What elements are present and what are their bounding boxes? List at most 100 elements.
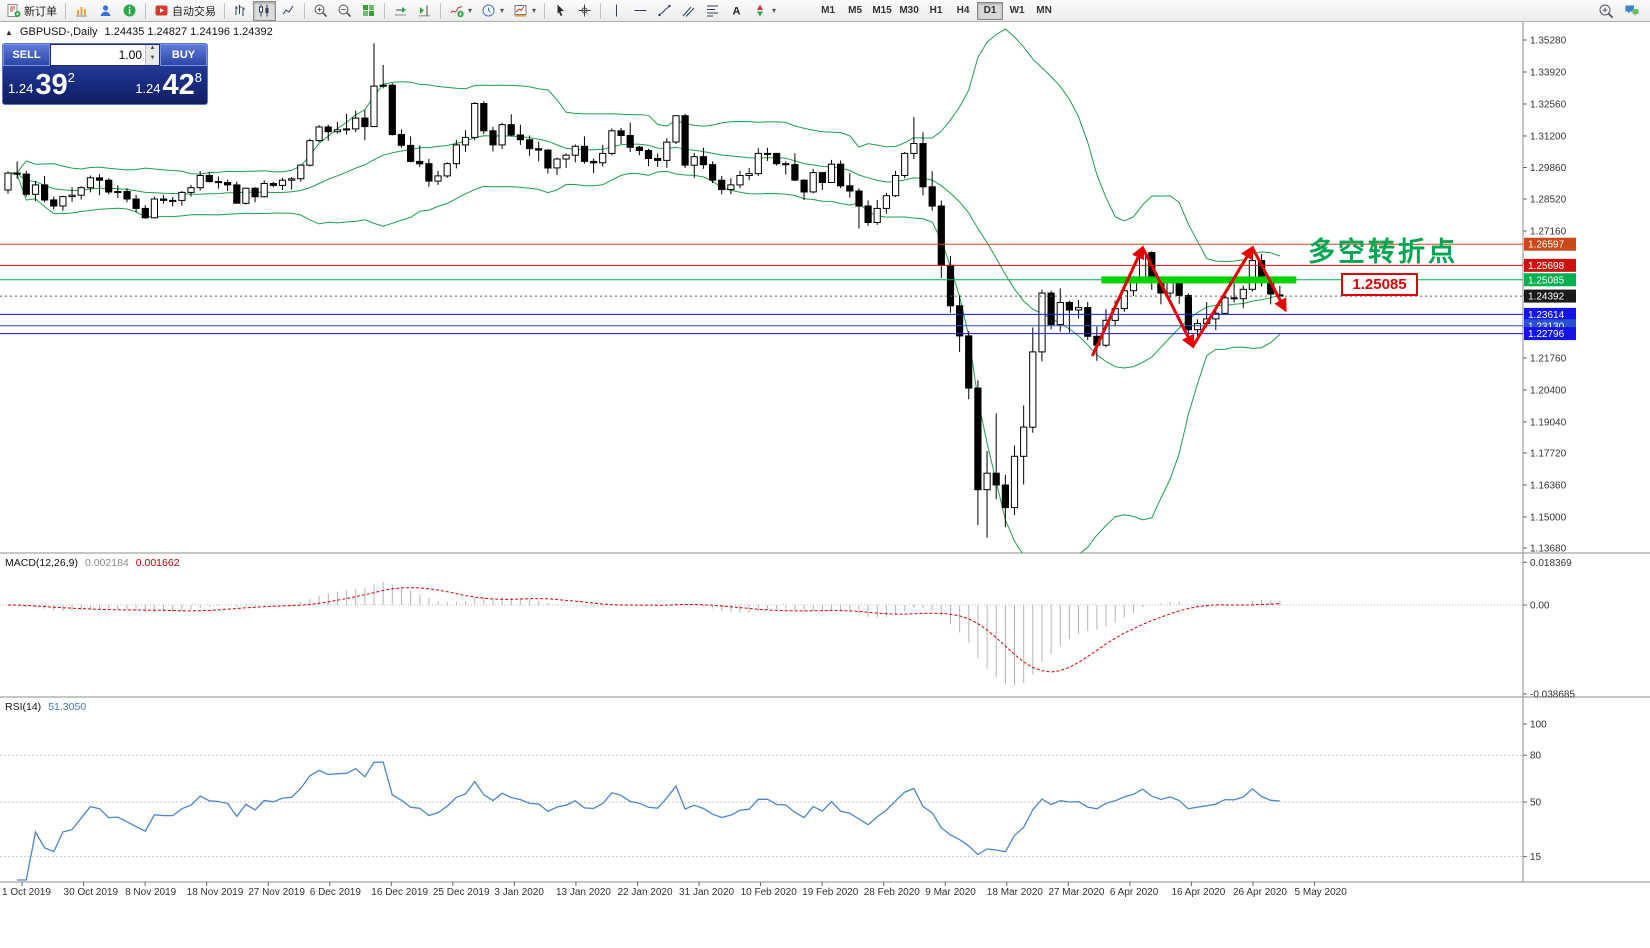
timeframe-m1[interactable]: M1	[815, 2, 841, 20]
fibonacci-icon	[705, 3, 720, 18]
autotrade-label: 自动交易	[172, 5, 216, 18]
rsi-scale-label: 80	[1530, 751, 1542, 762]
price-scale-label: 1.32560	[1530, 99, 1567, 110]
macd-scale-label: -0.038685	[1530, 690, 1575, 701]
timeframe-m15[interactable]: M15	[869, 2, 895, 20]
indicators-button[interactable]: ▾	[445, 1, 476, 21]
timeframe-w1[interactable]: W1	[1004, 2, 1030, 20]
trade-panel-price-row: 1.24 39 2 1.24 42 8	[3, 66, 207, 104]
templates-button[interactable]: ▾	[509, 1, 540, 21]
toolbar-separator	[544, 2, 546, 19]
buy-price[interactable]: 1.24 42 8	[135, 70, 202, 100]
auto-scroll-button[interactable]	[389, 1, 412, 21]
zigzag-arrow	[1090, 245, 1145, 357]
zoom-in-button[interactable]	[309, 1, 332, 21]
tile-windows-button[interactable]	[357, 1, 380, 21]
price-annotation-box: 1.25085	[1341, 273, 1418, 296]
spinner-up-icon[interactable]: ▲	[146, 45, 159, 55]
date-axis-label: 6 Apr 2020	[1110, 887, 1159, 898]
zigzag-arrow	[1141, 247, 1195, 349]
auto-scroll-icon	[393, 3, 408, 18]
accounts-button[interactable]	[94, 1, 117, 21]
date-axis-label: 8 Nov 2019	[125, 887, 177, 898]
timeframe-h1[interactable]: H1	[923, 2, 949, 20]
toolbar: 新订单 自动交易 ▾ ▾ ▾ A ▾	[0, 0, 1650, 22]
crosshair-button[interactable]	[573, 1, 596, 21]
timeframe-m30[interactable]: M30	[896, 2, 922, 20]
bar-chart-button[interactable]	[229, 1, 252, 21]
zoom-out-icon	[337, 3, 352, 18]
spinner-down-icon[interactable]: ▼	[146, 55, 159, 65]
sell-price[interactable]: 1.24 39 2	[8, 70, 75, 100]
timeframe-mn[interactable]: MN	[1031, 2, 1057, 20]
arrows-button[interactable]: ▾	[749, 1, 780, 21]
volume-spinner[interactable]: ▲ ▼	[145, 45, 159, 65]
timeframe-m5[interactable]: M5	[842, 2, 868, 20]
zoom-out-button[interactable]	[333, 1, 356, 21]
toolbar-separator	[65, 2, 66, 19]
date-axis-label: 9 Mar 2020	[925, 887, 976, 898]
chart-canvas[interactable]: 1.35280 1.33920 1.32560 1.31200 1.29860 1.285…	[0, 22, 1650, 948]
date-axis-label: 27 Nov 2019	[248, 887, 305, 898]
volume-value: 1.00	[118, 48, 142, 62]
info-button[interactable]	[118, 1, 141, 21]
candlestick-button[interactable]	[253, 0, 276, 21]
date-axis-label: 22 Jan 2020	[618, 887, 673, 898]
cursor-button[interactable]	[549, 1, 572, 21]
trendline-button[interactable]	[653, 1, 676, 21]
date-axis-label: 26 Apr 2020	[1233, 887, 1287, 898]
tile-windows-icon	[361, 3, 376, 18]
turning-point-annotation: 多空转折点	[1308, 237, 1458, 267]
macd-scale-label: 0.00	[1530, 601, 1550, 612]
horizontal-line-button[interactable]	[629, 1, 652, 21]
toolbar-right-group	[1594, 1, 1648, 21]
zigzag-arrow	[1251, 246, 1287, 313]
price-scale-label: 1.31200	[1530, 131, 1567, 142]
price-tag-label: 1.23130	[1528, 321, 1565, 332]
price-tag-label: 1.26597	[1528, 240, 1565, 251]
timeframe-d1[interactable]: D1	[977, 1, 1004, 20]
rsi-scale-label: 15	[1530, 852, 1542, 863]
text-button[interactable]: A	[725, 1, 748, 21]
buy-button[interactable]: BUY	[160, 44, 207, 66]
clock-icon	[481, 3, 496, 18]
fibonacci-button[interactable]	[701, 1, 724, 21]
channel-button[interactable]	[677, 1, 700, 21]
search-button[interactable]	[1594, 1, 1618, 21]
vertical-line-button[interactable]	[605, 1, 628, 21]
toolbar-separator	[145, 2, 146, 19]
crosshair-icon	[577, 3, 592, 18]
chat-bubbles-icon	[1624, 3, 1640, 19]
rsi-scale-label: 50	[1530, 798, 1542, 809]
periods-button[interactable]: ▾	[477, 1, 508, 21]
chat-button[interactable]	[1620, 1, 1644, 21]
rsi-value: 51.3050	[48, 701, 87, 713]
autotrade-button[interactable]: 自动交易	[150, 1, 220, 21]
timeframe-group: M1 M5 M15 M30 H1 H4 D1 W1 MN	[815, 1, 1057, 20]
channel-icon	[681, 3, 696, 18]
price-tag	[1524, 307, 1576, 321]
bar-chart-icon	[233, 3, 248, 18]
date-axis-label: 6 Dec 2019	[310, 887, 362, 898]
new-order-button[interactable]: 新订单	[2, 1, 61, 21]
chart-shift-button[interactable]	[413, 1, 436, 21]
price-scale-label: 1.27160	[1530, 226, 1567, 237]
chevron-down-icon: ▾	[468, 6, 473, 15]
one-click-trading-panel: SELL 1.00 ▲ ▼ BUY 1.24 39 2 1.24 42 8	[2, 43, 208, 105]
date-axis-label: 30 Oct 2019	[64, 887, 119, 898]
toolbar-separator	[304, 2, 305, 19]
timeframe-h4[interactable]: H4	[950, 2, 976, 20]
volume-input[interactable]: 1.00 ▲ ▼	[50, 44, 160, 66]
quotes-icon	[74, 3, 89, 18]
price-scale-label: 1.15000	[1530, 512, 1567, 523]
price-scale-label: 1.16360	[1530, 480, 1567, 491]
ohlc-readout: 1.24435 1.24827 1.24196 1.24392	[104, 26, 273, 38]
indicators-icon	[449, 3, 464, 18]
symbol-title: GBPUSD-,Daily	[19, 26, 98, 38]
date-axis-label: 13 Jan 2020	[556, 887, 611, 898]
chart-title-line: ▲ GBPUSD-,Daily 1.24435 1.24827 1.24196 …	[5, 26, 273, 38]
chart-shift-icon	[417, 3, 432, 18]
line-chart-button[interactable]	[277, 1, 300, 21]
sell-button[interactable]: SELL	[3, 44, 50, 66]
quotes-button[interactable]	[70, 1, 93, 21]
